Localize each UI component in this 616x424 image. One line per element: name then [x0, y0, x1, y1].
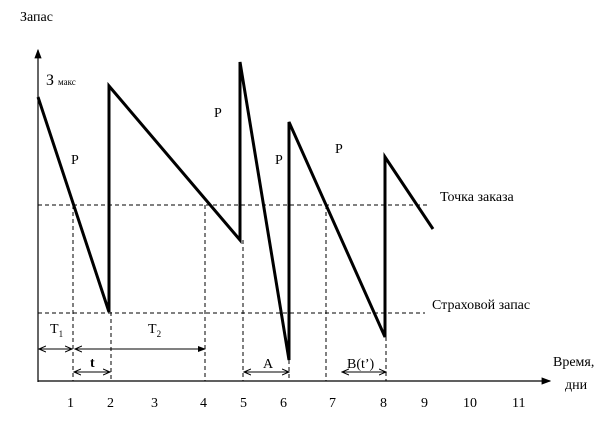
interval-arrows [39, 349, 386, 372]
t2-label: T2 [148, 322, 161, 339]
t1-label: T1 [50, 322, 63, 339]
p-label: P [214, 106, 222, 121]
x-tick-label: 7 [329, 396, 336, 411]
x-tick-label: 3 [151, 396, 158, 411]
max-stock-label: З макс [46, 72, 76, 90]
x-tick-label: 5 [240, 396, 247, 411]
t2-main: T [148, 322, 157, 337]
x-tick-label: 10 [463, 396, 477, 411]
p-label: P [71, 153, 79, 168]
max-label-sub: макс [58, 77, 76, 87]
y-axis-label: Запас [20, 10, 53, 25]
b-label: B(t’) [347, 357, 375, 372]
t-label: t [90, 356, 95, 371]
inventory-level-line [36, 61, 435, 361]
safety-stock-label: Страховой запас [432, 298, 531, 313]
x-tick-label: 2 [107, 396, 114, 411]
x-tick-label: 6 [280, 396, 287, 411]
reorder-point-label: Точка заказа [440, 190, 514, 205]
t1-sub: 1 [58, 328, 64, 339]
x-tick-label: 4 [200, 396, 207, 411]
vertical-guides [72, 205, 387, 381]
max-label-main: З [46, 72, 55, 89]
t2-sub: 2 [156, 328, 162, 339]
x-tick-label: 8 [380, 396, 387, 411]
p-label: P [335, 142, 343, 157]
x-tick-label: 1 [67, 396, 74, 411]
t1-main: T [50, 322, 59, 337]
a-label: A [263, 357, 274, 372]
p-label: P [275, 153, 283, 168]
x-axis-label-line2: дни [565, 378, 588, 393]
x-tick-label: 11 [512, 396, 526, 411]
x-axis-label-line1: Время, [553, 355, 595, 370]
x-tick-label: 9 [421, 396, 428, 411]
